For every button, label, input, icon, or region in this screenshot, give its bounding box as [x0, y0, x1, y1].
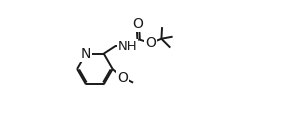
Text: O: O: [118, 71, 128, 85]
Text: N: N: [81, 47, 91, 61]
Text: O: O: [145, 36, 156, 50]
Text: NH: NH: [118, 40, 137, 53]
Text: O: O: [132, 17, 143, 30]
